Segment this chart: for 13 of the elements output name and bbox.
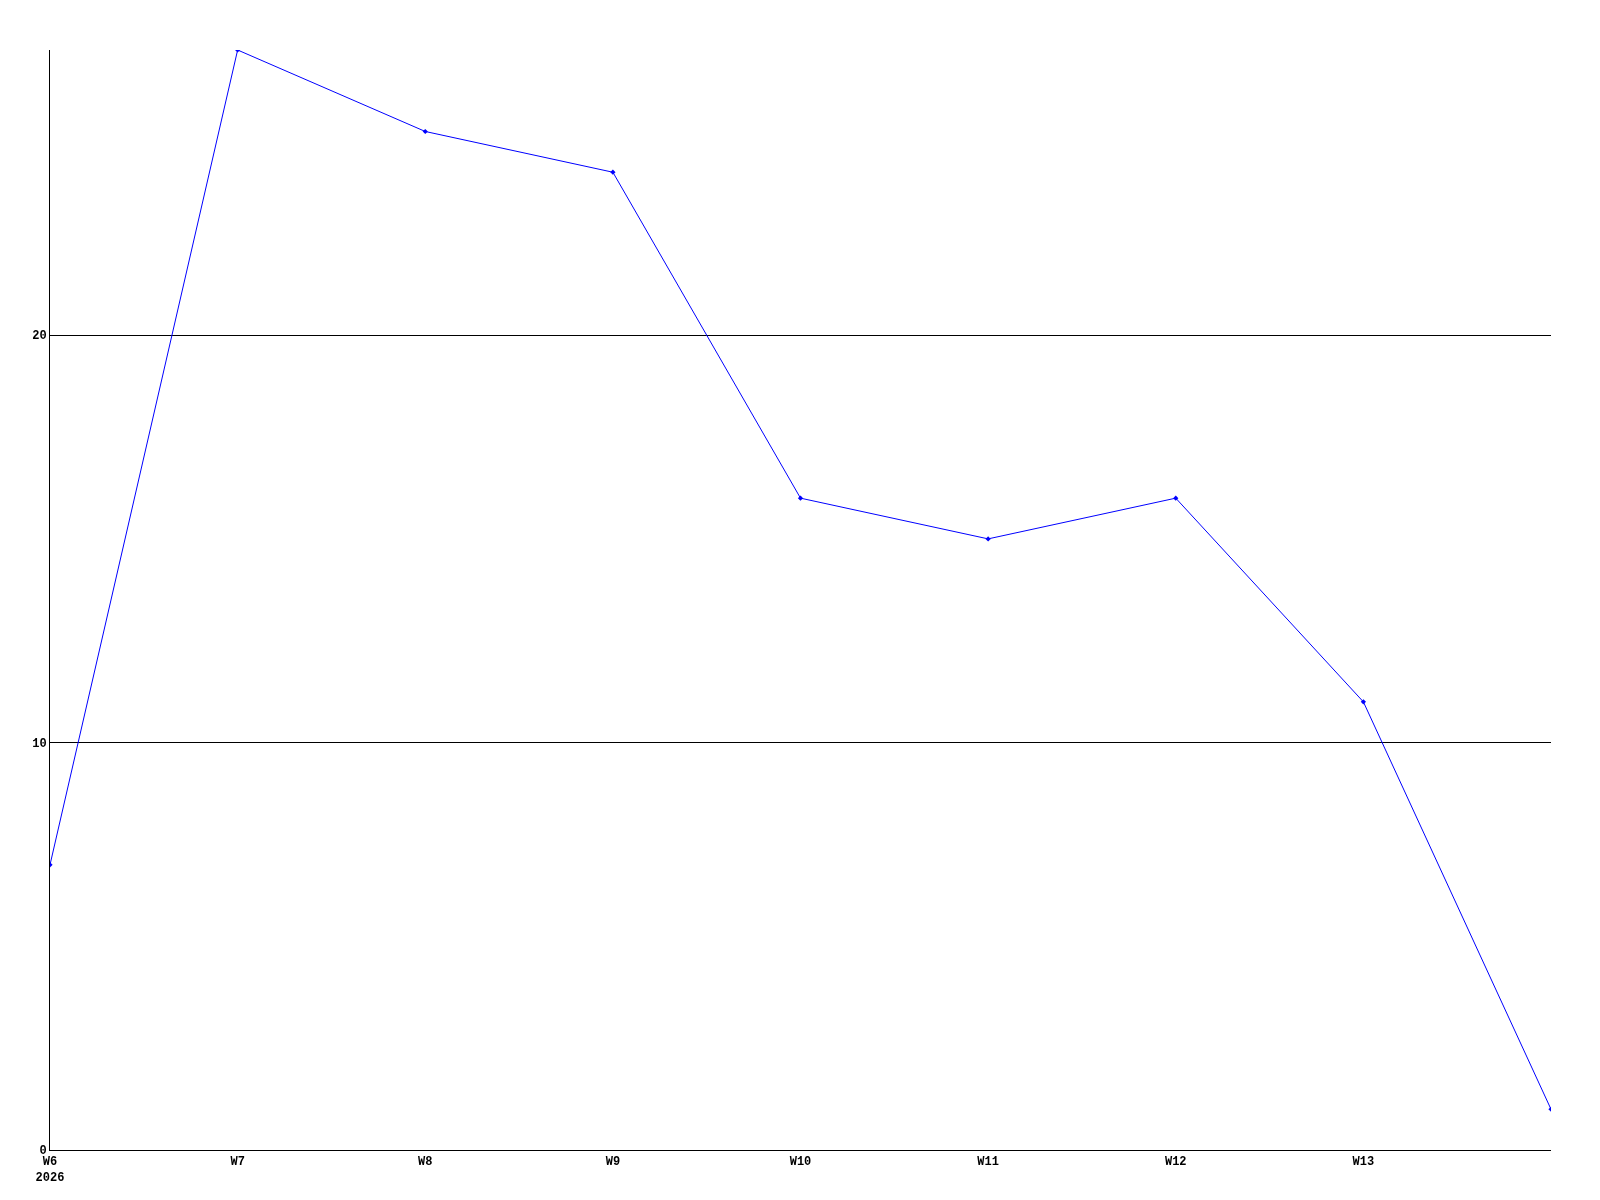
- x-tick-label: W8: [418, 1155, 433, 1170]
- x-tick-label: W11: [977, 1155, 999, 1170]
- x-tick-label: W10: [789, 1155, 812, 1170]
- point: [797, 495, 804, 501]
- x-tick-label: W12: [1164, 1155, 1187, 1170]
- point: [422, 128, 428, 135]
- x-tick-label: W13: [1352, 1155, 1375, 1170]
- y-tick-label: 20: [32, 329, 47, 344]
- x-tick-label: W7: [230, 1155, 245, 1170]
- point: [1360, 699, 1366, 705]
- x-tick-label: W6 2026: [35, 1155, 65, 1185]
- y-tick-label: 10: [32, 736, 47, 751]
- x-tick-label: W9: [605, 1155, 621, 1170]
